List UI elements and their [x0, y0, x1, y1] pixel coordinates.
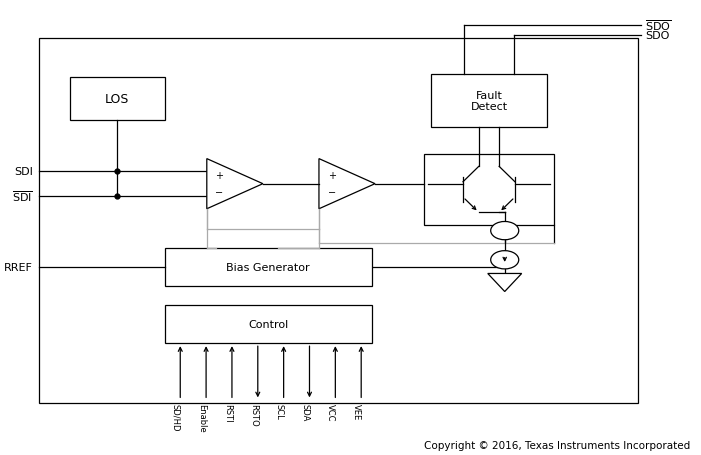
Text: $\overline{\mathrm{SDO}}$: $\overline{\mathrm{SDO}}$: [645, 19, 672, 33]
Text: Control: Control: [248, 319, 288, 329]
Bar: [39, 39, 638, 403]
Polygon shape: [488, 274, 522, 292]
Text: +: +: [327, 171, 336, 181]
Text: SDA: SDA: [301, 403, 310, 420]
Text: −: −: [327, 187, 336, 197]
Text: Enable: Enable: [197, 403, 206, 431]
Polygon shape: [207, 159, 263, 209]
Text: SDO: SDO: [645, 31, 669, 41]
Bar: [165, 305, 372, 344]
Text: VCC: VCC: [327, 403, 335, 420]
Text: SDI: SDI: [14, 167, 33, 177]
Text: SD/HD: SD/HD: [171, 403, 180, 430]
Text: RSTO: RSTO: [249, 403, 258, 425]
Text: Fault
Detect: Fault Detect: [470, 91, 508, 112]
Bar: [165, 248, 372, 287]
Text: Copyright © 2016, Texas Instruments Incorporated: Copyright © 2016, Texas Instruments Inco…: [424, 440, 690, 450]
Text: −: −: [215, 187, 224, 197]
Circle shape: [491, 222, 519, 240]
Bar: [424, 155, 554, 225]
Polygon shape: [319, 159, 375, 209]
Circle shape: [491, 251, 519, 269]
Text: LOS: LOS: [105, 92, 130, 106]
Text: RSTI: RSTI: [223, 403, 232, 421]
Text: RREF: RREF: [4, 263, 33, 273]
Text: $\overline{\mathrm{SDI}}$: $\overline{\mathrm{SDI}}$: [12, 189, 33, 204]
Text: SCL: SCL: [275, 403, 284, 419]
Bar: [431, 75, 547, 127]
Text: Bias Generator: Bias Generator: [226, 263, 310, 272]
Text: +: +: [215, 171, 224, 181]
Bar: [70, 77, 165, 121]
Text: VEE: VEE: [352, 403, 361, 419]
